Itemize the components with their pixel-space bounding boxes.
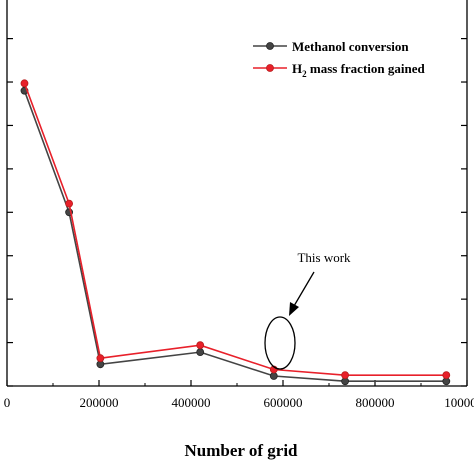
- series-line-1: [23, 83, 447, 376]
- x-tick-label-3: 600000: [264, 395, 303, 410]
- legend-marker-methanol: [266, 42, 274, 50]
- legend-marker-h2: [266, 64, 274, 72]
- annotation: This work: [264, 250, 351, 370]
- x-axis-title: Number of grid: [184, 441, 298, 460]
- series-0-point-4: [269, 372, 278, 380]
- x-tick-label-4: 800000: [356, 395, 395, 410]
- legend-h2-sub: 2: [302, 69, 307, 79]
- series-1-point-1: [65, 199, 73, 208]
- legend: Methanol conversion H2 mass fraction gai…: [253, 39, 425, 79]
- plot-frame: [6, 0, 468, 387]
- x-tick-label-2: 400000: [172, 395, 211, 410]
- annotation-arrow-shaft: [293, 271, 315, 307]
- annotation-ellipse: [264, 316, 296, 370]
- series-1-point-0: [20, 79, 29, 88]
- annotation-arrow-head: [289, 302, 299, 316]
- legend-h2-rest: mass fraction gained: [307, 61, 426, 76]
- x-tick-label-1: 200000: [80, 395, 119, 410]
- annotation-text: This work: [297, 250, 351, 265]
- series-1-point-3: [196, 341, 205, 350]
- series-line-0: [23, 90, 447, 383]
- x-tick-label-0: 0: [4, 395, 11, 410]
- series-1-point-6: [442, 371, 451, 380]
- x-tick-labels: 0 200000 400000 600000 800000 1000000: [4, 395, 474, 410]
- x-tick-label-5: 1000000: [444, 395, 474, 410]
- legend-label-h2: H2 mass fraction gained: [292, 61, 425, 79]
- series-layer: [20, 79, 451, 386]
- series-0-point-3: [196, 348, 205, 357]
- series-1-point-5: [341, 371, 350, 380]
- legend-h2-main: H: [292, 61, 302, 76]
- legend-label-methanol: Methanol conversion: [292, 39, 409, 54]
- series-1-point-2: [96, 354, 105, 363]
- tick-marks: [6, 37, 468, 387]
